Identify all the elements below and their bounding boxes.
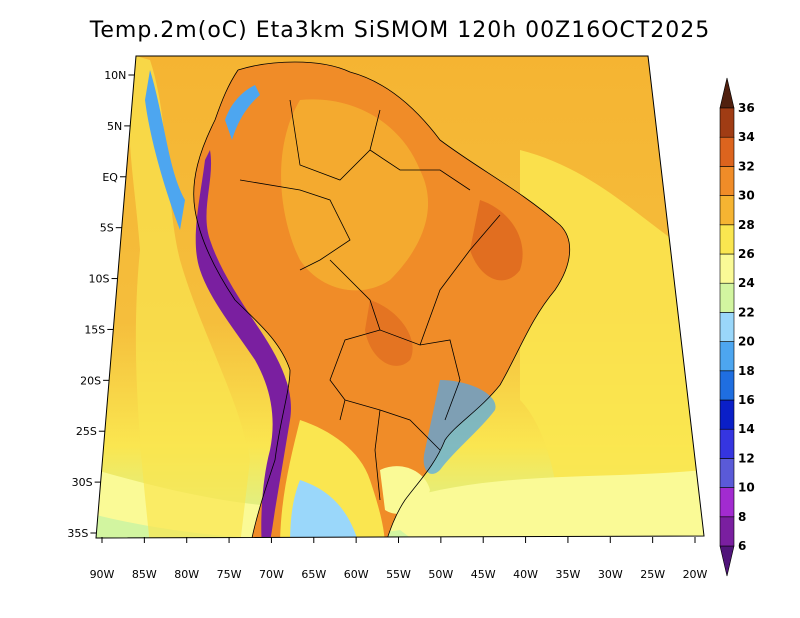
colorbar-label: 36 <box>738 101 755 115</box>
colorbar-segment <box>719 516 735 547</box>
colorbar-label: 20 <box>738 335 755 349</box>
lat-tick-label: EQ <box>102 171 118 184</box>
colorbar-low-arrow <box>719 545 735 577</box>
colorbar-segment <box>719 166 735 196</box>
colorbar-high-arrow <box>719 77 735 109</box>
colorbar-segment <box>719 458 735 488</box>
lon-tick-label: 65W <box>301 568 326 581</box>
map-frame <box>95 55 705 539</box>
lat-tick-label: 20S <box>80 374 101 387</box>
colorbar-label: 34 <box>738 130 755 144</box>
colorbar-label: 6 <box>738 539 746 553</box>
colorbar-segment <box>719 428 735 459</box>
colorbar-segment <box>719 253 735 284</box>
lat-tick-label: 25S <box>76 425 97 438</box>
lon-tick-label: 50W <box>428 568 453 581</box>
colorbar-segment <box>719 399 735 430</box>
colorbar-label: 12 <box>738 451 755 465</box>
colorbar-label: 28 <box>738 218 755 232</box>
colorbar-segment <box>719 487 735 518</box>
lon-tick-label: 30W <box>598 568 623 581</box>
northern-andes-cool <box>225 85 260 140</box>
colorbar-label: 18 <box>738 364 755 378</box>
southeast-cool-area <box>423 380 496 474</box>
lat-tick-label: 10N <box>104 69 126 82</box>
lon-tick-label: 60W <box>344 568 369 581</box>
lon-tick-label: 25W <box>640 568 665 581</box>
colorbar-segment <box>719 224 735 255</box>
lat-tick-label: 30S <box>72 476 93 489</box>
colorbar-label: 22 <box>738 305 755 319</box>
colorbar-segment <box>719 312 735 342</box>
political-boundaries <box>193 61 571 538</box>
colorbar-label: 26 <box>738 247 755 261</box>
lat-tick-label: 5N <box>107 120 122 133</box>
lat-tick-label: 5S <box>100 222 114 235</box>
lon-tick-label: 35W <box>555 568 580 581</box>
lon-tick-label: 90W <box>90 568 115 581</box>
lat-tick-label: 10S <box>89 273 110 286</box>
colorbar-label: 30 <box>738 189 755 203</box>
colorbar-segment <box>719 370 735 401</box>
lon-tick-label: 45W <box>471 568 496 581</box>
latitude-axis: 10N 5N EQ 5S 10S 15S 20S 25S 30S 35S <box>67 69 135 540</box>
amazon-warm-area <box>281 99 429 291</box>
lat-tick-label: 15S <box>84 323 105 336</box>
lon-tick-label: 55W <box>386 568 411 581</box>
colorbar-label: 24 <box>738 276 755 290</box>
colorbar-segment <box>719 282 735 313</box>
colorbar: 6 8 10 12 14 16 18 20 22 24 26 28 30 32 34 36 <box>719 77 755 577</box>
colorbar-label: 14 <box>738 422 755 436</box>
colorbar-label: 16 <box>738 393 755 407</box>
colorbar-segment <box>719 107 735 138</box>
lat-tick-label: 35S <box>67 527 88 540</box>
lon-tick-label: 20W <box>683 568 708 581</box>
colorbar-segment <box>719 341 735 372</box>
andes-cold-ridge <box>195 150 291 538</box>
lon-tick-label: 75W <box>217 568 242 581</box>
temperature-field <box>96 56 704 538</box>
south-cool-area <box>380 466 430 514</box>
northeast-hot-area <box>470 200 523 281</box>
lon-tick-label: 70W <box>259 568 284 581</box>
colorbar-label: 8 <box>738 510 746 524</box>
lon-tick-label: 40W <box>513 568 538 581</box>
lon-tick-label: 85W <box>132 568 157 581</box>
longitude-axis: 90W 85W 80W 75W 70W 65W 60W 55W 50W 45W 40W 35W 30W 2… <box>90 537 708 581</box>
colorbar-segment <box>719 136 735 167</box>
patagonia-cool-zone <box>290 480 360 538</box>
pacific-coastal-zone <box>128 56 250 538</box>
pacific-cold-strip <box>145 70 185 230</box>
map-title: Temp.2m(oC) Eta3km SiSMOM 120h 00Z16OCT2… <box>89 18 711 43</box>
lon-tick-label: 80W <box>174 568 199 581</box>
colorbar-label: 32 <box>738 159 755 173</box>
colorbar-label: 10 <box>738 481 755 495</box>
colorbar-segment <box>719 195 735 226</box>
